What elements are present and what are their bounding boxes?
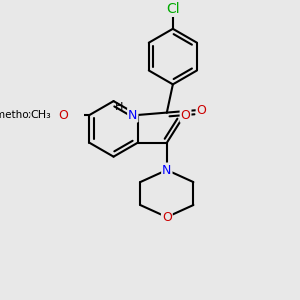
Text: N: N bbox=[128, 109, 137, 122]
Text: methoxy: methoxy bbox=[0, 110, 41, 120]
Text: O: O bbox=[181, 109, 190, 122]
Text: O: O bbox=[196, 104, 206, 117]
Text: O: O bbox=[162, 211, 172, 224]
Text: H: H bbox=[115, 101, 124, 112]
Text: Cl: Cl bbox=[166, 2, 180, 16]
Text: O: O bbox=[59, 109, 68, 122]
Text: CH₃: CH₃ bbox=[31, 110, 52, 120]
Text: N: N bbox=[162, 164, 172, 176]
